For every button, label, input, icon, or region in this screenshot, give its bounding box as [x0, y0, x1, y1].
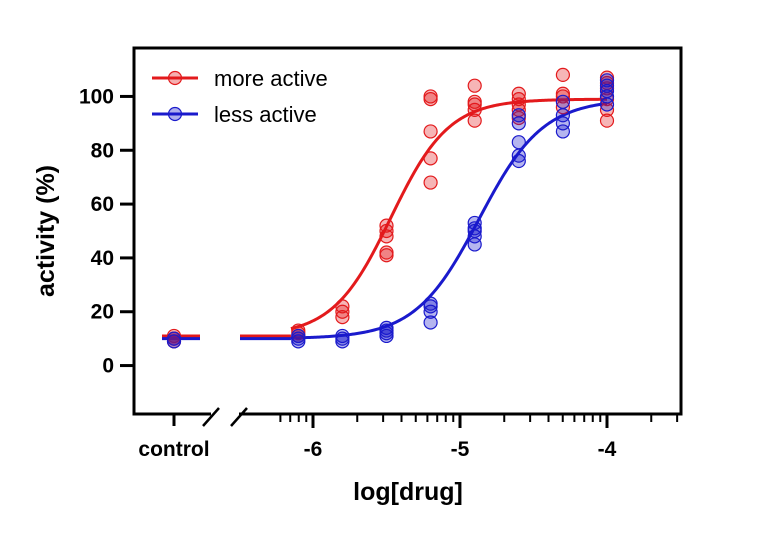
data-point-less-active	[379, 320, 394, 335]
data-point-more-active	[379, 218, 394, 233]
axis-break-gap	[211, 411, 239, 417]
data-point-less-active	[291, 328, 306, 344]
y-tick-label-40: 40	[91, 247, 114, 270]
data-point-less-active	[423, 304, 438, 319]
data-point-more-active	[511, 86, 526, 101]
data-point-more-active	[423, 89, 438, 104]
x-tick-label--5: -5	[451, 438, 470, 461]
data-point-more-active	[467, 94, 482, 109]
data-point-less-active	[467, 221, 482, 236]
data-point-more-active	[291, 323, 306, 338]
data-point-more-active	[511, 92, 526, 107]
data-point-more-active	[511, 97, 526, 112]
data-point-more-active	[555, 67, 571, 83]
data-point-less-active	[511, 108, 526, 123]
data-point-more-active	[335, 299, 350, 314]
plot-frame	[132, 46, 683, 416]
data-point-less-active	[423, 315, 438, 330]
fit-curve-more-active	[290, 97, 608, 331]
y-tick-label-100: 100	[79, 85, 114, 108]
data-point-less-active	[511, 153, 526, 169]
control-point-less-active	[166, 331, 182, 346]
data-point-less-active	[555, 94, 571, 109]
y-tick-label-20: 20	[91, 301, 114, 324]
data-point-more-active	[467, 113, 482, 128]
axis-break-mark	[202, 407, 220, 427]
data-point-less-active	[599, 78, 615, 93]
data-point-less-active	[599, 89, 615, 104]
axis-break-mark	[230, 407, 248, 427]
x-tick-label--4: -4	[598, 438, 617, 461]
data-point-less-active	[511, 135, 526, 150]
data-point-more-active	[423, 175, 438, 190]
data-point-more-active	[599, 113, 615, 128]
data-point-more-active	[379, 229, 394, 244]
data-point-less-active	[599, 73, 615, 88]
y-tick-label-80: 80	[91, 139, 114, 162]
legend-label-more-active: more active	[214, 66, 328, 91]
legend-label-less-active: less active	[214, 102, 317, 127]
data-point-more-active	[335, 310, 350, 325]
data-point-more-active	[379, 223, 394, 239]
control-tick-label: control	[138, 438, 209, 461]
data-point-less-active	[335, 328, 350, 344]
data-point-more-active	[379, 245, 394, 260]
data-point-more-active	[467, 78, 482, 93]
legend: more active less active	[152, 66, 328, 127]
data-point-more-active	[555, 86, 571, 101]
x-axis-title: log[drug]	[353, 478, 463, 506]
y-tick-label-60: 60	[91, 193, 114, 216]
data-point-less-active	[555, 108, 571, 123]
legend-marker-less-active	[167, 106, 183, 122]
data-point-more-active	[467, 102, 482, 117]
data-point-less-active	[423, 296, 438, 311]
data-point-less-active	[511, 148, 526, 163]
data-point-more-active	[335, 304, 350, 319]
data-point-more-active	[423, 151, 438, 166]
data-point-less-active	[599, 83, 615, 99]
data-point-less-active	[555, 116, 571, 131]
legend-marker-more-active	[167, 70, 183, 86]
data-point-less-active	[555, 124, 571, 139]
y-tick-label-0: 0	[102, 355, 114, 378]
data-point-less-active	[467, 215, 482, 231]
y-axis-title: activity (%)	[32, 165, 60, 297]
data-point-less-active	[511, 116, 526, 131]
data-point-more-active	[423, 124, 438, 139]
x-tick-label--6: -6	[304, 438, 323, 461]
